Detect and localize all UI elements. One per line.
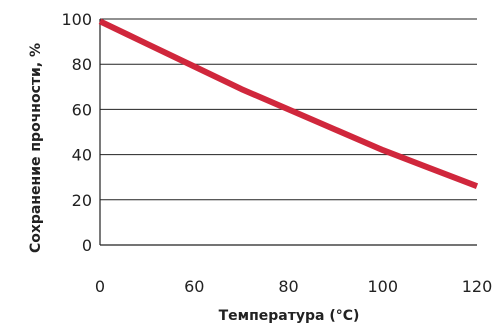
y-tick-label-40: 40 [72, 146, 92, 165]
x-tick-label-80: 80 [278, 277, 298, 296]
x-tick-label-120: 120 [462, 277, 493, 296]
x-tick-label-0: 0 [95, 277, 105, 296]
y-axis-title: Сохранение прочности, % [28, 43, 44, 253]
x-axis-title: Температура (°С) [219, 308, 360, 324]
y-tick-label-20: 20 [72, 191, 92, 210]
x-tick-label-100: 100 [367, 277, 398, 296]
y-tick-label-100: 100 [61, 10, 92, 29]
y-tick-label-0: 0 [82, 236, 92, 255]
series-line-0 [98, 18, 479, 190]
y-tick-label-80: 80 [72, 55, 92, 74]
y-tick-labels: 0 20 40 60 80 100 [61, 10, 92, 255]
series-group [98, 18, 479, 190]
x-tick-labels: 0 60 80 100 120 [95, 277, 492, 296]
y-tick-label-60: 60 [72, 100, 92, 119]
x-tick-label-60: 60 [184, 277, 204, 296]
